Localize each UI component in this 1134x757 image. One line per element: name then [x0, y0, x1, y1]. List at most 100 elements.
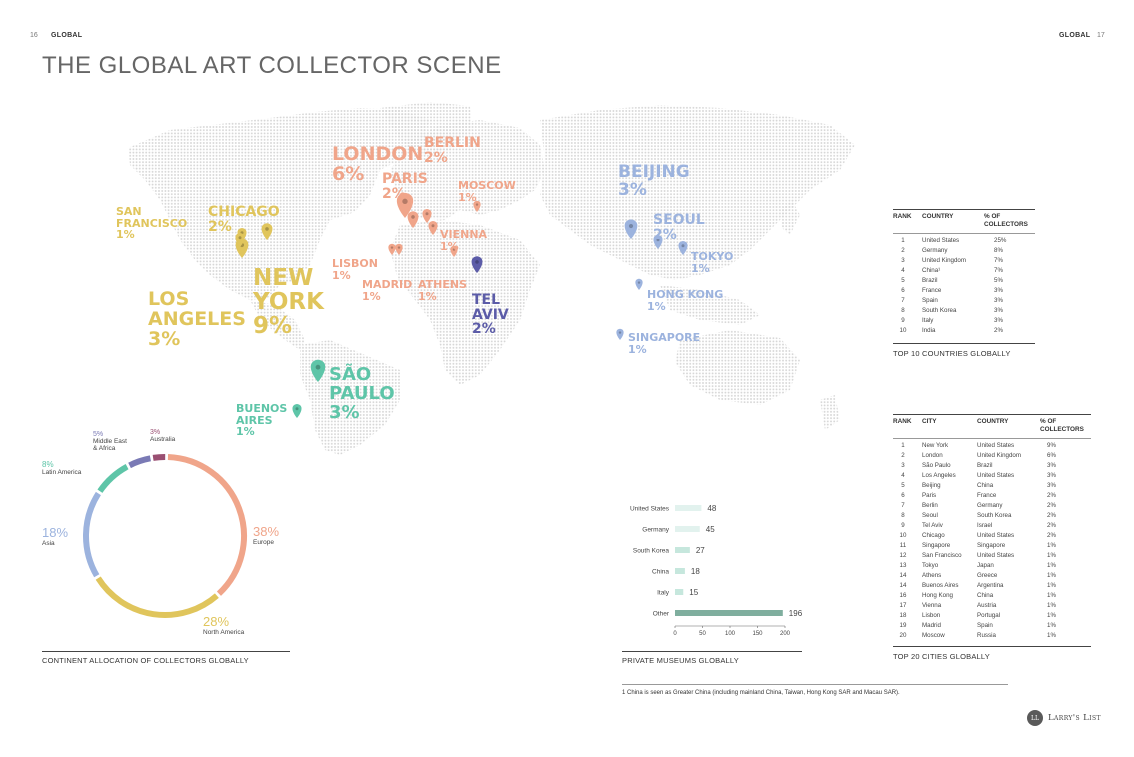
- col-header-pct: % OF COLLECTORS: [1040, 418, 1084, 434]
- map-pin-dot-singapore: [618, 331, 622, 334]
- x-tick-label: 150: [752, 631, 763, 637]
- map-pin-dot-lisbon: [390, 246, 394, 249]
- x-tick-label: 200: [780, 631, 791, 637]
- asia-landmass: [540, 105, 855, 280]
- table-cell: Greece: [977, 571, 998, 579]
- col-header-pct: % OF COLLECTORS: [984, 213, 1028, 229]
- table-cell: Beijing: [922, 482, 941, 490]
- table-row: 5 Brazil 5%: [893, 277, 1035, 287]
- table-cell: Brazil: [977, 462, 993, 470]
- table-cell: China¹: [922, 267, 941, 275]
- bar-value-label: 48: [707, 504, 716, 513]
- donut-caption-rule: [42, 651, 290, 652]
- table-cell: 17: [899, 601, 907, 609]
- map-pin-dot-so-paulo: [315, 364, 321, 370]
- table-row: 12 San Francisco United States 1%: [893, 552, 1091, 562]
- city-label-san-francisco: SAN FRANCISCO 1%: [116, 205, 188, 242]
- table-cell: Portugal: [977, 611, 1001, 619]
- city-label-vienna: VIENNA 1%: [440, 228, 488, 253]
- bar: [675, 610, 783, 616]
- table-row: 6 Paris France 2%: [893, 492, 1091, 502]
- table-cell: 3%: [994, 316, 1003, 324]
- table-cell: 1%: [1047, 551, 1056, 559]
- donut-label-middle-east-africa: 5% Middle East & Africa: [93, 431, 127, 452]
- table-cell: Germany: [977, 501, 1003, 509]
- table-row: 3 United Kingdom 7%: [893, 257, 1035, 267]
- table-cell: 1%: [1047, 591, 1056, 599]
- private-museums-bar-chart: United States 48 Germany 45 South Korea 27 Chi…: [630, 504, 803, 637]
- table-row: 5 Beijing China 3%: [893, 482, 1091, 492]
- table-cell: 16: [899, 591, 907, 599]
- table-cell: 11: [899, 541, 907, 549]
- table-cell: 2%: [1047, 531, 1056, 539]
- table-cell: 3%: [994, 296, 1003, 304]
- table-cell: Vienna: [922, 601, 942, 609]
- map-pin-vienna: [428, 221, 438, 235]
- bar-value-label: 27: [696, 546, 705, 555]
- table-row: 20 Moscow Russia 1%: [893, 632, 1091, 642]
- table-cell: 3: [901, 257, 905, 265]
- table-cell: 10: [899, 326, 907, 334]
- table-cell: 2: [901, 452, 905, 460]
- donut-label-latin-america: 8% Latin America: [42, 460, 82, 476]
- bar-category-label: United States: [630, 506, 670, 513]
- logo-mark: LL: [1027, 710, 1043, 726]
- col-header-country: COUNTRY: [922, 213, 954, 220]
- table-cell: 7: [901, 296, 905, 304]
- africa-landmass: [390, 220, 540, 385]
- bar-value-label: 18: [691, 567, 700, 576]
- table-cell: San Francisco: [922, 551, 962, 559]
- table-cell: 5: [901, 277, 905, 285]
- table-row: 4 China¹ 7%: [893, 267, 1035, 277]
- city-label-new-york: NEW YORK 9%: [253, 265, 324, 340]
- table-cell: Argentina: [977, 581, 1004, 589]
- donut-label-north-america: 28% North America: [203, 614, 245, 636]
- bar-caption-rule: [622, 651, 802, 652]
- table-cell: United States: [977, 442, 1015, 450]
- table-cell: Israel: [977, 521, 993, 529]
- map-pin-dot-seoul: [656, 238, 660, 242]
- se-asia-landmass: [660, 285, 760, 325]
- city-label-tel-aviv: TEL AVIV 2%: [472, 292, 509, 338]
- donut-slice-europe: [167, 454, 247, 596]
- table-cell: 3%: [1047, 482, 1056, 490]
- table-row: 2 London United Kingdom 6%: [893, 452, 1091, 462]
- map-pin-madrid: [395, 243, 403, 255]
- table-row: 2 Germany 8%: [893, 247, 1035, 257]
- table-cell: 6%: [1047, 452, 1056, 460]
- table-cell: São Paulo: [922, 462, 951, 470]
- table-cell: Germany: [922, 247, 948, 255]
- bar: [675, 526, 700, 532]
- bar: [675, 547, 690, 553]
- map-pin-moscow: [473, 200, 481, 212]
- table-cell: 2%: [1047, 492, 1056, 499]
- donut-label-europe: 38% Europe: [253, 524, 280, 546]
- map-pin-dot-athens: [452, 248, 456, 251]
- table-cell: New York: [922, 442, 949, 450]
- bar-category-label: China: [652, 569, 669, 576]
- table-cell: 20: [899, 631, 907, 639]
- table-cell: India: [922, 326, 936, 334]
- city-label-los-angeles: LOS ANGELES 3%: [148, 288, 246, 350]
- table-cell: 14: [899, 581, 907, 589]
- bar: [675, 505, 702, 511]
- countries-caption: TOP 10 COUNTRIES GLOBALLY: [893, 348, 1011, 358]
- donut-slice-asia: [83, 491, 101, 578]
- x-tick-label: 0: [673, 631, 677, 637]
- table-cell: 2: [901, 247, 905, 255]
- table-row: 16 Hong Kong China 1%: [893, 592, 1091, 602]
- map-pin-dot-hong-kong: [637, 281, 641, 284]
- donut-label-australia: 3% Australia: [150, 429, 176, 443]
- table-cell: 5%: [994, 277, 1003, 285]
- table-cell: 10: [899, 531, 907, 539]
- table-cell: 3%: [1047, 462, 1056, 470]
- table-cell: 3%: [994, 306, 1003, 314]
- table-cell: 7: [901, 501, 905, 509]
- table-cell: South Korea: [977, 511, 1012, 519]
- table-cell: 2%: [994, 326, 1003, 334]
- table-row: 9 Italy 3%: [893, 317, 1035, 327]
- map-pin-tokyo: [678, 241, 688, 255]
- table-row: 4 Los Angeles United States 3%: [893, 472, 1091, 482]
- table-cell: Los Angeles: [922, 472, 956, 480]
- table-cell: United States: [977, 531, 1015, 539]
